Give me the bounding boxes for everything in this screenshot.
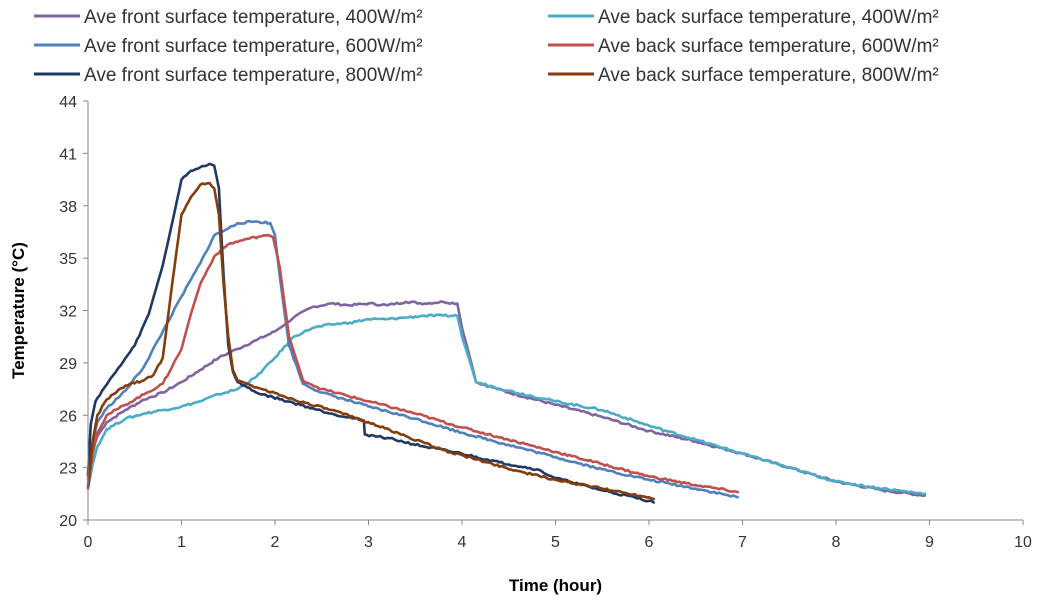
x-tick-labels: 0 1 2 3 4 5 6 7 8 9 10 [84,520,1032,551]
x-tick-label: 10 [1014,534,1032,551]
y-tick-label: 23 [59,461,77,478]
y-tick-label: 26 [59,408,77,425]
legend-label: Ave back surface temperature, 600W/m² [598,36,939,57]
y-tick-label: 20 [59,513,77,530]
legend-item: Ave back surface temperature, 400W/m² [548,7,939,28]
series-layer [86,162,927,504]
legend-item: Ave back surface temperature, 600W/m² [548,36,939,57]
x-tick-label: 1 [177,534,186,551]
legend-label: Ave front surface temperature, 800W/m² [84,65,423,86]
x-tick-label: 3 [364,534,373,551]
legend-label: Ave back surface temperature, 400W/m² [598,7,939,28]
x-tick-label: 7 [738,534,747,551]
y-tick-label: 38 [59,199,77,216]
legend-item: Ave front surface temperature, 800W/m² [34,65,423,86]
series-line-3 [86,219,740,499]
legend: Ave front surface temperature, 400W/m² Av… [34,7,939,86]
legend-item: Ave back surface temperature, 800W/m² [548,65,939,86]
x-tick-label: 2 [271,534,280,551]
x-tick-label: 8 [832,534,841,551]
legend-label: Ave front surface temperature, 400W/m² [84,7,423,28]
legend-item: Ave front surface temperature, 400W/m² [34,7,423,28]
y-tick-label: 41 [59,146,77,163]
series-line-5 [86,162,656,504]
y-tick-label: 35 [59,251,77,268]
x-tick-label: 4 [458,534,467,551]
x-tick-label: 5 [551,534,560,551]
legend-label: Ave back surface temperature, 800W/m² [598,65,939,86]
x-tick-label: 0 [84,534,93,551]
y-tick-label: 32 [59,304,77,321]
y-tick-label: 29 [59,356,77,373]
series-line-4 [86,233,740,494]
legend-item: Ave front surface temperature, 600W/m² [34,36,423,57]
series-line-6 [86,181,656,501]
y-axis-title: Temperature (°C) [9,242,28,379]
x-axis-title: Time (hour) [509,576,602,595]
y-tick-label: 44 [59,94,77,111]
x-tick-label: 9 [925,534,934,551]
y-tick-labels: 20 23 26 29 32 35 38 41 44 [59,94,88,530]
series-line-2 [86,313,927,496]
x-tick-label: 6 [645,534,654,551]
legend-label: Ave front surface temperature, 600W/m² [84,36,423,57]
